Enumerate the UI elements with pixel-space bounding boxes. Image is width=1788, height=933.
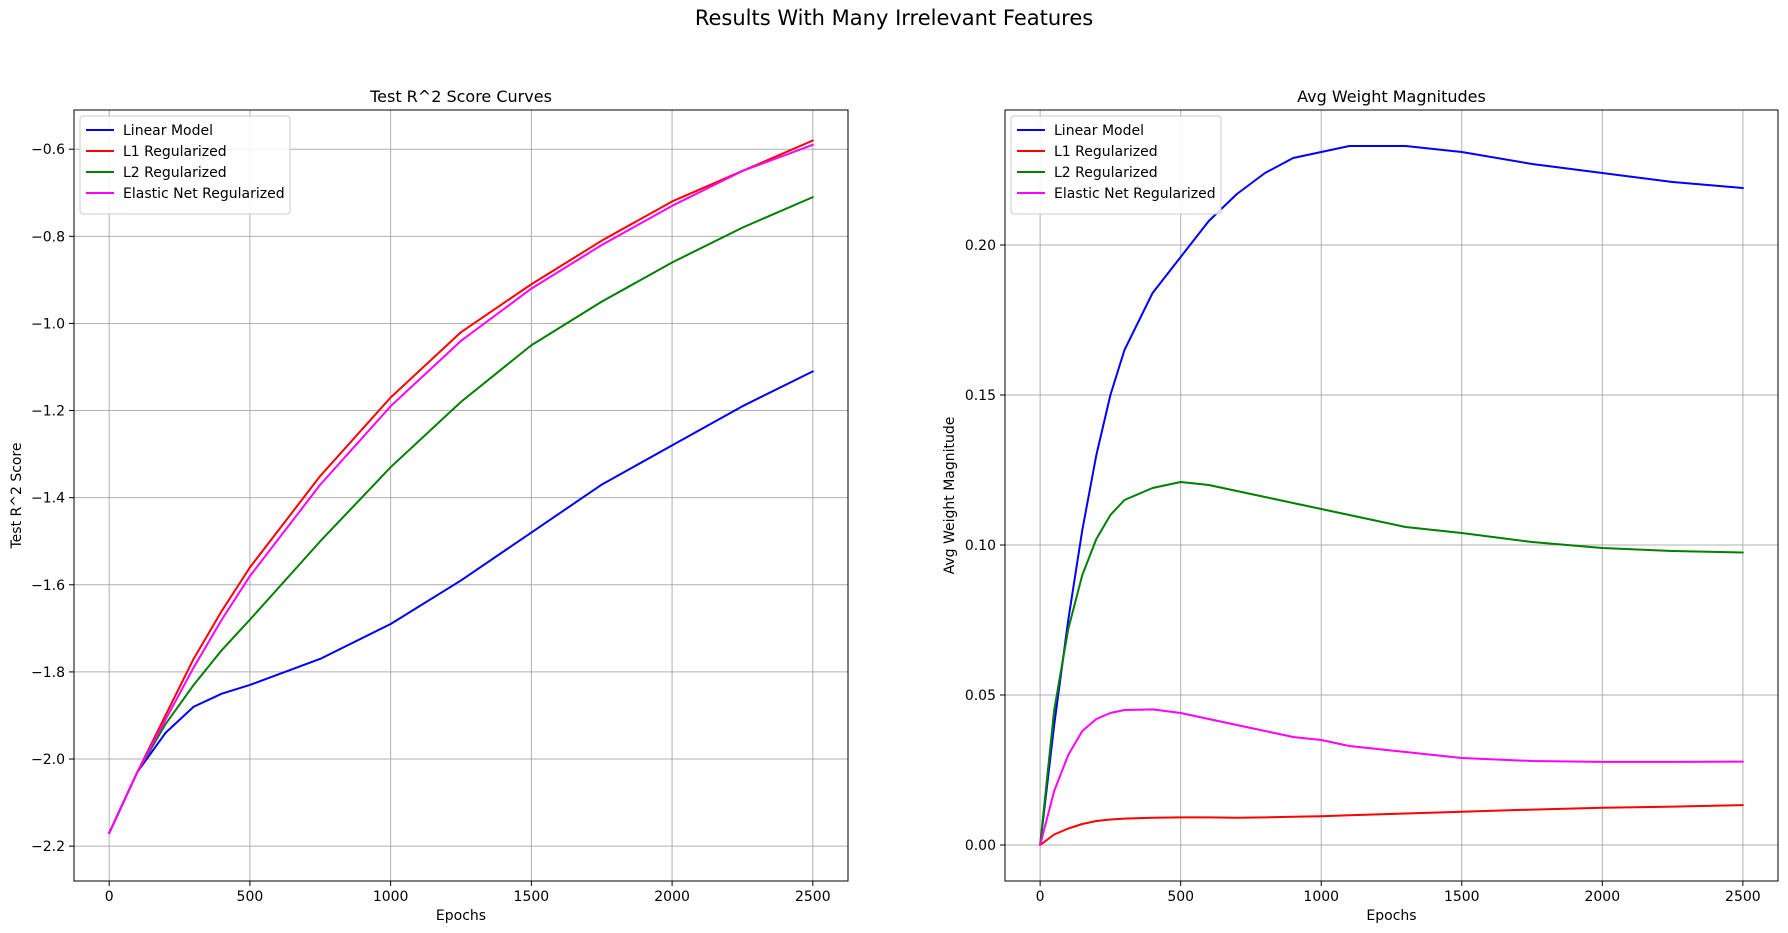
chart-0-y-tick-label: −1.6 [31,578,65,594]
chart-0-series-l2-regularized [108,196,814,835]
chart-1-series-elastic-net-regularized [1039,708,1744,846]
chart-0-series-elastic-net-regularized [108,143,814,835]
chart-1-x-tick-label: 2000 [1584,889,1620,905]
chart-1-x-tick-label: 1500 [1444,889,1480,905]
chart-test-r2-score: 0 500 1000 1500 2000 2500 −2.2 −2.0 −1.8 −1.6 −1.4… [9,87,849,924]
chart-0-y-axis-label: Test R^2 Score [9,442,25,549]
chart-1-legend-label-linear-model: Linear Model [1054,123,1144,139]
chart-0-x-tick-label: 2500 [795,889,831,905]
chart-0-legend: Linear Model L1 Regularized L2 Regularized… [79,115,291,215]
chart-1-y-tick-label: 0.05 [965,688,996,704]
chart-0-y-tick-label: −1.4 [31,491,65,507]
chart-0-legend-label-elastic-net-regularized: Elastic Net Regularized [123,186,285,202]
chart-0-y-tick-label: −1.2 [31,404,65,420]
chart-avg-weight-magnitudes: 0 500 1000 1500 2000 2500 0.00 0.05 0.10 0.15 0.20… [942,87,1779,924]
chart-1-x-tick-label: 1000 [1303,889,1339,905]
chart-1-x-tick-label: 2500 [1725,889,1761,905]
chart-0-x-tick-label: 2000 [654,889,690,905]
chart-1-legend-box [1010,115,1222,215]
chart-0-x-tick-label: 0 [105,889,114,905]
chart-1-series-l1-regularized [1039,804,1744,846]
chart-1-y-tick-label: 0.10 [965,538,996,554]
chart-1-y-tick-label: 0.00 [965,838,996,854]
chart-1-legend-label-elastic-net-regularized: Elastic Net Regularized [1054,186,1216,202]
chart-1-x-axis-label: Epochs [1366,908,1416,924]
chart-1-y-tick-label: 0.20 [965,238,996,254]
chart-1-series-l2-regularized [1039,481,1744,846]
chart-0-axes-frame [73,109,849,882]
chart-0-y-tick-label: −0.8 [31,229,65,245]
chart-0-y-tick-label: −2.0 [31,752,65,768]
chart-0-y-tick-label: −1.8 [31,665,65,681]
chart-0-legend-box [79,115,291,215]
chart-0-y-tick-label: −2.2 [31,839,65,855]
chart-1-legend: Linear Model L1 Regularized L2 Regularized… [1010,115,1222,215]
chart-1-x-tick-label: 500 [1167,889,1194,905]
chart-0-y-tick-label: −1.0 [31,316,65,332]
chart-1-legend-label-l1-regularized: L1 Regularized [1054,144,1158,160]
chart-0-title: Test R^2 Score Curves [369,87,552,106]
chart-0-series-l1-regularized [108,139,814,835]
chart-1-y-axis-label: Avg Weight Magnitude [942,417,958,575]
chart-1-legend-label-l2-regularized: L2 Regularized [1054,165,1158,181]
chart-1-title: Avg Weight Magnitudes [1297,87,1486,106]
chart-0-x-tick-label: 1000 [373,889,409,905]
chart-0-x-axis-label: Epochs [436,908,486,924]
chart-1-y-tick-label: 0.15 [965,388,996,404]
chart-1-axes-frame [1004,109,1779,882]
chart-0-y-tick-label: −0.6 [31,142,65,158]
chart-0-legend-label-linear-model: Linear Model [123,123,213,139]
chart-1-series-linear-model [1039,145,1744,846]
chart-0-x-tick-label: 500 [237,889,264,905]
figure-suptitle: Results With Many Irrelevant Features [695,6,1093,30]
chart-0-x-tick-label: 1500 [514,889,550,905]
chart-0-series-linear-model [108,370,814,835]
chart-0-legend-label-l1-regularized: L1 Regularized [123,144,227,160]
chart-1-x-tick-label: 0 [1036,889,1045,905]
chart-0-legend-label-l2-regularized: L2 Regularized [123,165,227,181]
